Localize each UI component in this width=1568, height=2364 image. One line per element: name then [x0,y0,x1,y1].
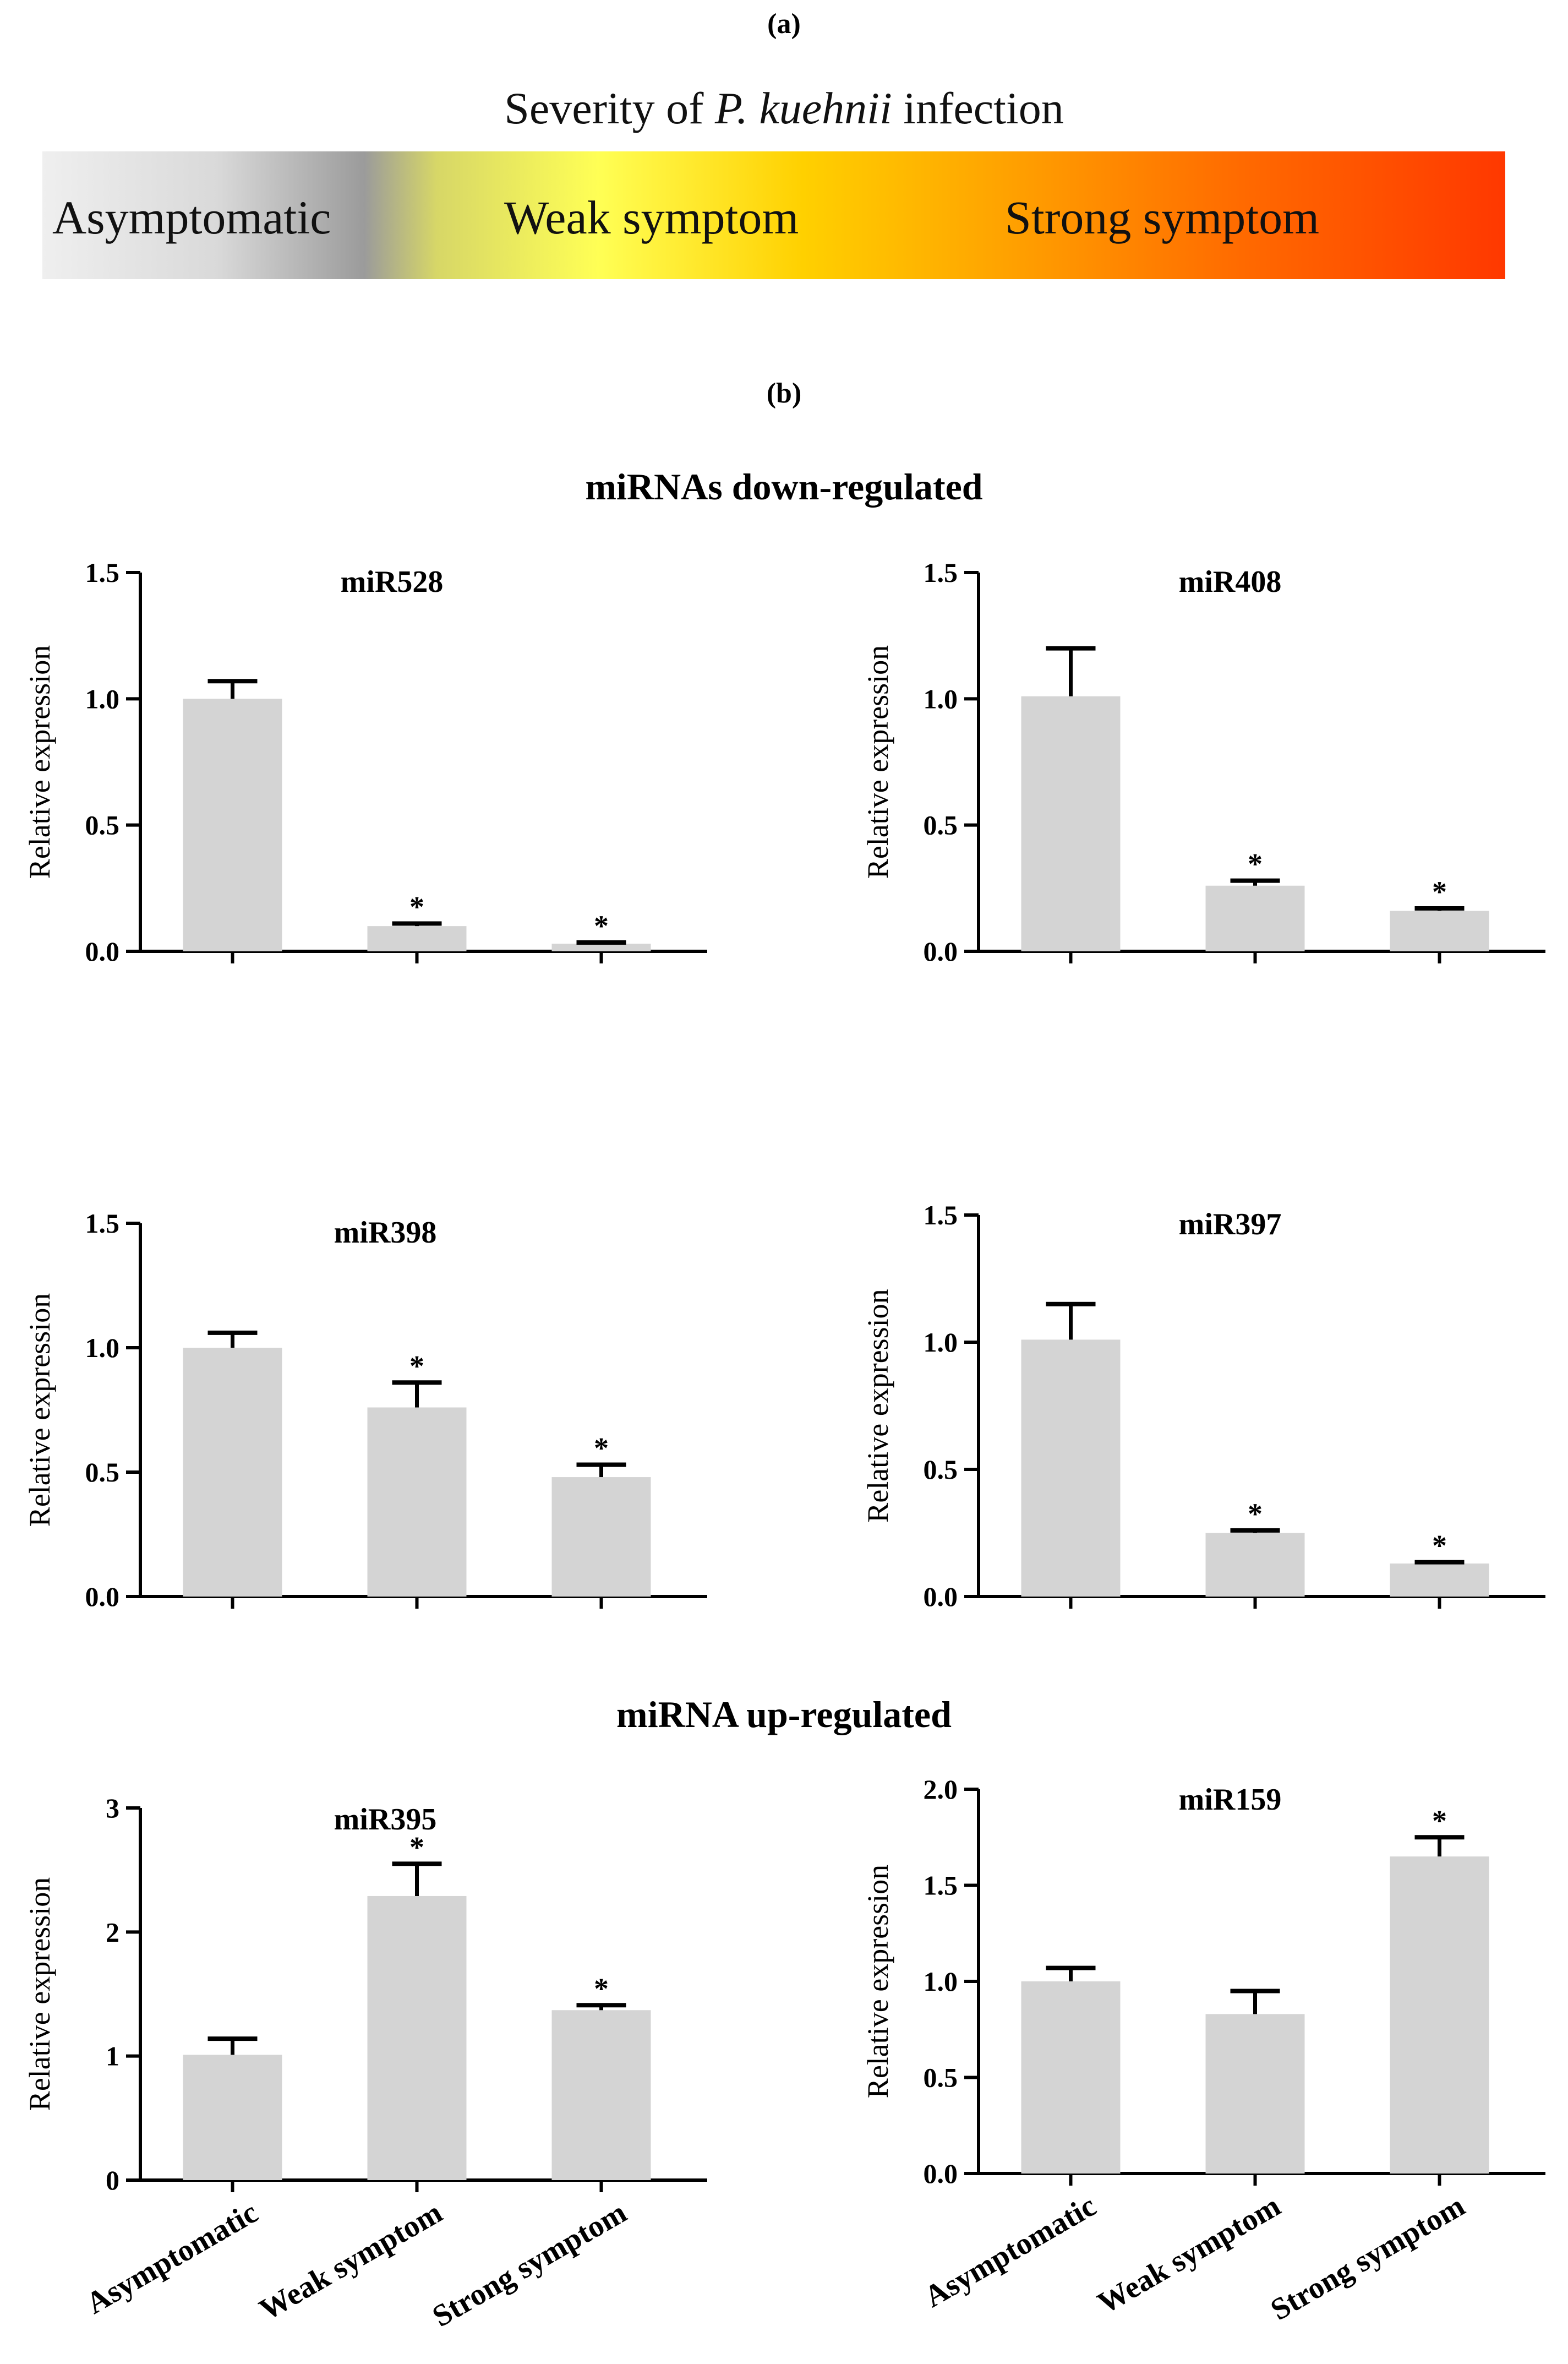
y-tick-label: 1.5 [924,1200,958,1230]
bar [367,1895,467,2180]
bar [1205,2014,1305,2174]
significance-marker: * [1432,875,1447,908]
significance-marker: * [409,1349,424,1382]
significance-marker: * [594,909,609,943]
chart-title: miR398 [334,1216,437,1250]
section-title-down: miRNAs down-regulated [585,466,983,508]
y-axis-label: Relative expression [23,1293,56,1527]
bar [1390,1856,1489,2174]
bar [367,926,467,951]
significance-marker: * [1432,1804,1447,1837]
severity-label-strong: Strong symptom [1005,191,1320,244]
significance-marker: * [1248,1497,1263,1530]
x-tick-label: Weak symptom [1092,2189,1286,2321]
y-axis-label: Relative expression [23,1877,56,2111]
bar [1205,885,1305,951]
section-title-up: miRNA up-regulated [616,1693,952,1735]
bar [1390,1563,1489,1597]
y-tick-label: 1 [106,2041,119,2072]
y-tick-label: 2 [106,1916,119,1947]
y-tick-label: 0.0 [85,936,120,967]
severity-title: Severity of P. kuehnii infection [0,83,1568,134]
bar [1390,911,1489,951]
significance-marker: * [409,1831,424,1864]
bar [551,2010,651,2180]
y-tick-label: 0.5 [924,810,958,841]
x-tick-label: Weak symptom [254,2196,448,2328]
y-tick-label: 1.0 [85,683,120,714]
panel-a-label: (a) [767,8,801,40]
y-tick-label: 0.5 [924,1454,958,1485]
y-tick-label: 1.5 [85,557,120,588]
severity-title-suffix: infection [892,83,1064,133]
y-tick-label: 1.0 [924,683,958,714]
y-tick-label: 1.0 [85,1332,120,1363]
bar [183,1348,282,1597]
bar [551,944,651,951]
bar [551,1477,651,1597]
significance-marker: * [594,1972,609,2005]
y-tick-label: 1.0 [924,1327,958,1358]
y-tick-label: 0.5 [85,1457,120,1488]
y-tick-label: 3 [106,1793,119,1823]
y-tick-label: 0 [106,2165,119,2196]
severity-gradient-bar [42,151,1505,279]
significance-marker: * [1432,1529,1447,1562]
y-axis-label: Relative expression [861,1865,894,2098]
y-tick-label: 1.5 [85,1208,120,1239]
bar [1205,1533,1305,1597]
bar [367,1407,467,1597]
y-tick-label: 0.0 [924,1581,958,1612]
x-tick-label: Strong symptom [1265,2189,1471,2328]
severity-title-prefix: Severity of [504,83,715,133]
bar [1021,1981,1121,2174]
y-tick-label: 0.5 [924,2062,958,2093]
bar [183,2055,282,2180]
y-tick-label: 0.0 [924,936,958,967]
chart-title: miR528 [341,565,444,599]
y-tick-label: 0.0 [85,1581,120,1612]
severity-label-weak: Weak symptom [504,191,799,244]
severity-label-asymptomatic: Asymptomatic [52,191,331,244]
y-axis-label: Relative expression [861,645,894,879]
severity-title-species: P. kuehnii [714,83,892,133]
x-tick-label: Strong symptom [427,2196,632,2334]
bar [1021,1339,1121,1597]
x-tick-label: Asymptomatic [919,2189,1102,2314]
y-tick-label: 2.0 [924,1774,958,1805]
chart-title: miR159 [1179,1783,1282,1817]
bar [1021,696,1121,951]
y-tick-label: 1.5 [924,557,958,588]
panel-b-label: (b) [766,378,802,409]
significance-marker: * [594,1431,609,1464]
y-tick-label: 1.5 [924,1870,958,1901]
chart-title: miR408 [1179,565,1282,599]
y-axis-label: Relative expression [861,1289,894,1522]
y-axis-label: Relative expression [23,645,56,879]
y-tick-label: 1.0 [924,1966,958,1997]
chart-title: miR397 [1179,1207,1282,1241]
chart-title: miR395 [334,1802,437,1837]
y-tick-label: 0.5 [85,810,120,841]
x-tick-label: Asymptomatic [80,2196,264,2321]
y-tick-label: 0.0 [924,2158,958,2189]
significance-marker: * [1248,848,1263,881]
significance-marker: * [409,891,424,924]
bar [183,699,282,951]
